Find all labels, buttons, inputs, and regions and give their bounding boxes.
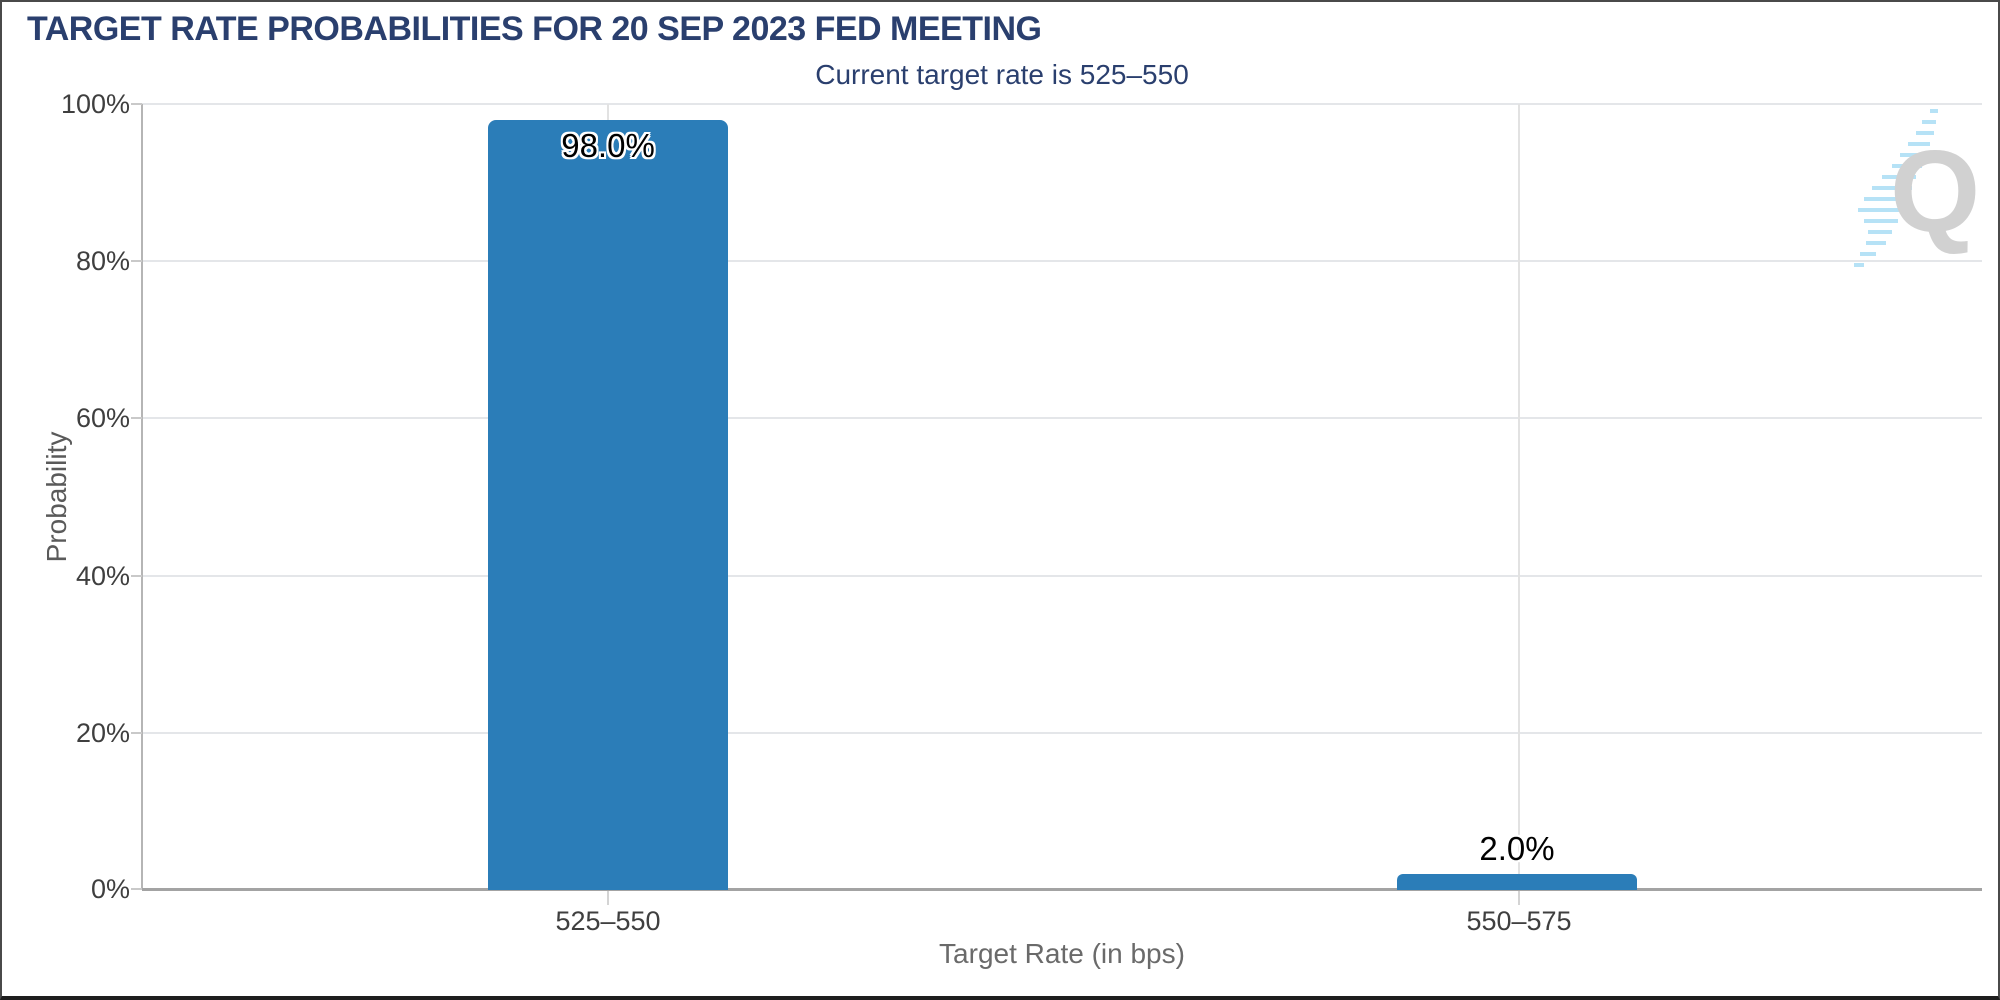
bar-525-550: 98.0% [488, 119, 728, 890]
y-tick-80 [131, 260, 142, 262]
x-axis-title: Target Rate (in bps) [939, 938, 1185, 969]
logo-swoosh-icon [1854, 109, 1938, 267]
y-axis-title: Probability [41, 431, 72, 563]
y-tick-100 [131, 103, 142, 105]
gridline-h-60 [142, 417, 1982, 419]
y-tick-60 [131, 417, 142, 419]
bar-value-label: 98.0% [561, 126, 655, 164]
x-axis-line [142, 888, 1982, 891]
y-tick-label-20: 20% [75, 718, 130, 748]
chart-subtitle: Current target rate is 525–550 [815, 59, 1189, 90]
y-tick-label-100: 100% [60, 89, 130, 119]
y-tick-label-40: 40% [75, 561, 130, 591]
bar-value-label: 2.0% [1479, 830, 1555, 868]
gridline-v-cat2 [1518, 104, 1520, 890]
x-tick-cat1 [607, 891, 609, 905]
bar-550-575: 2.0% [1397, 830, 1637, 890]
y-tick-label-80: 80% [75, 246, 130, 276]
y-tick-label-60: 60% [75, 403, 130, 433]
logo-q-letter: Q [1890, 126, 1981, 256]
gridline-h-100 [142, 103, 1982, 105]
gridline-h-80 [142, 260, 1982, 262]
x-tick-cat2 [1518, 891, 1520, 905]
chart-title: TARGET RATE PROBABILITIES FOR 20 SEP 202… [27, 10, 1042, 48]
y-tick-label-0: 0% [90, 874, 130, 904]
y-tick-20 [131, 732, 142, 734]
y-axis-line [141, 104, 143, 890]
y-tick-40 [131, 575, 142, 577]
gridline-h-20 [142, 732, 1982, 734]
gridline-h-40 [142, 575, 1982, 577]
x-category-label-2: 550–575 [1466, 906, 1572, 936]
y-tick-0 [131, 888, 142, 890]
x-category-label-1: 525–550 [555, 906, 661, 936]
brand-logo: Q [1842, 97, 1992, 272]
